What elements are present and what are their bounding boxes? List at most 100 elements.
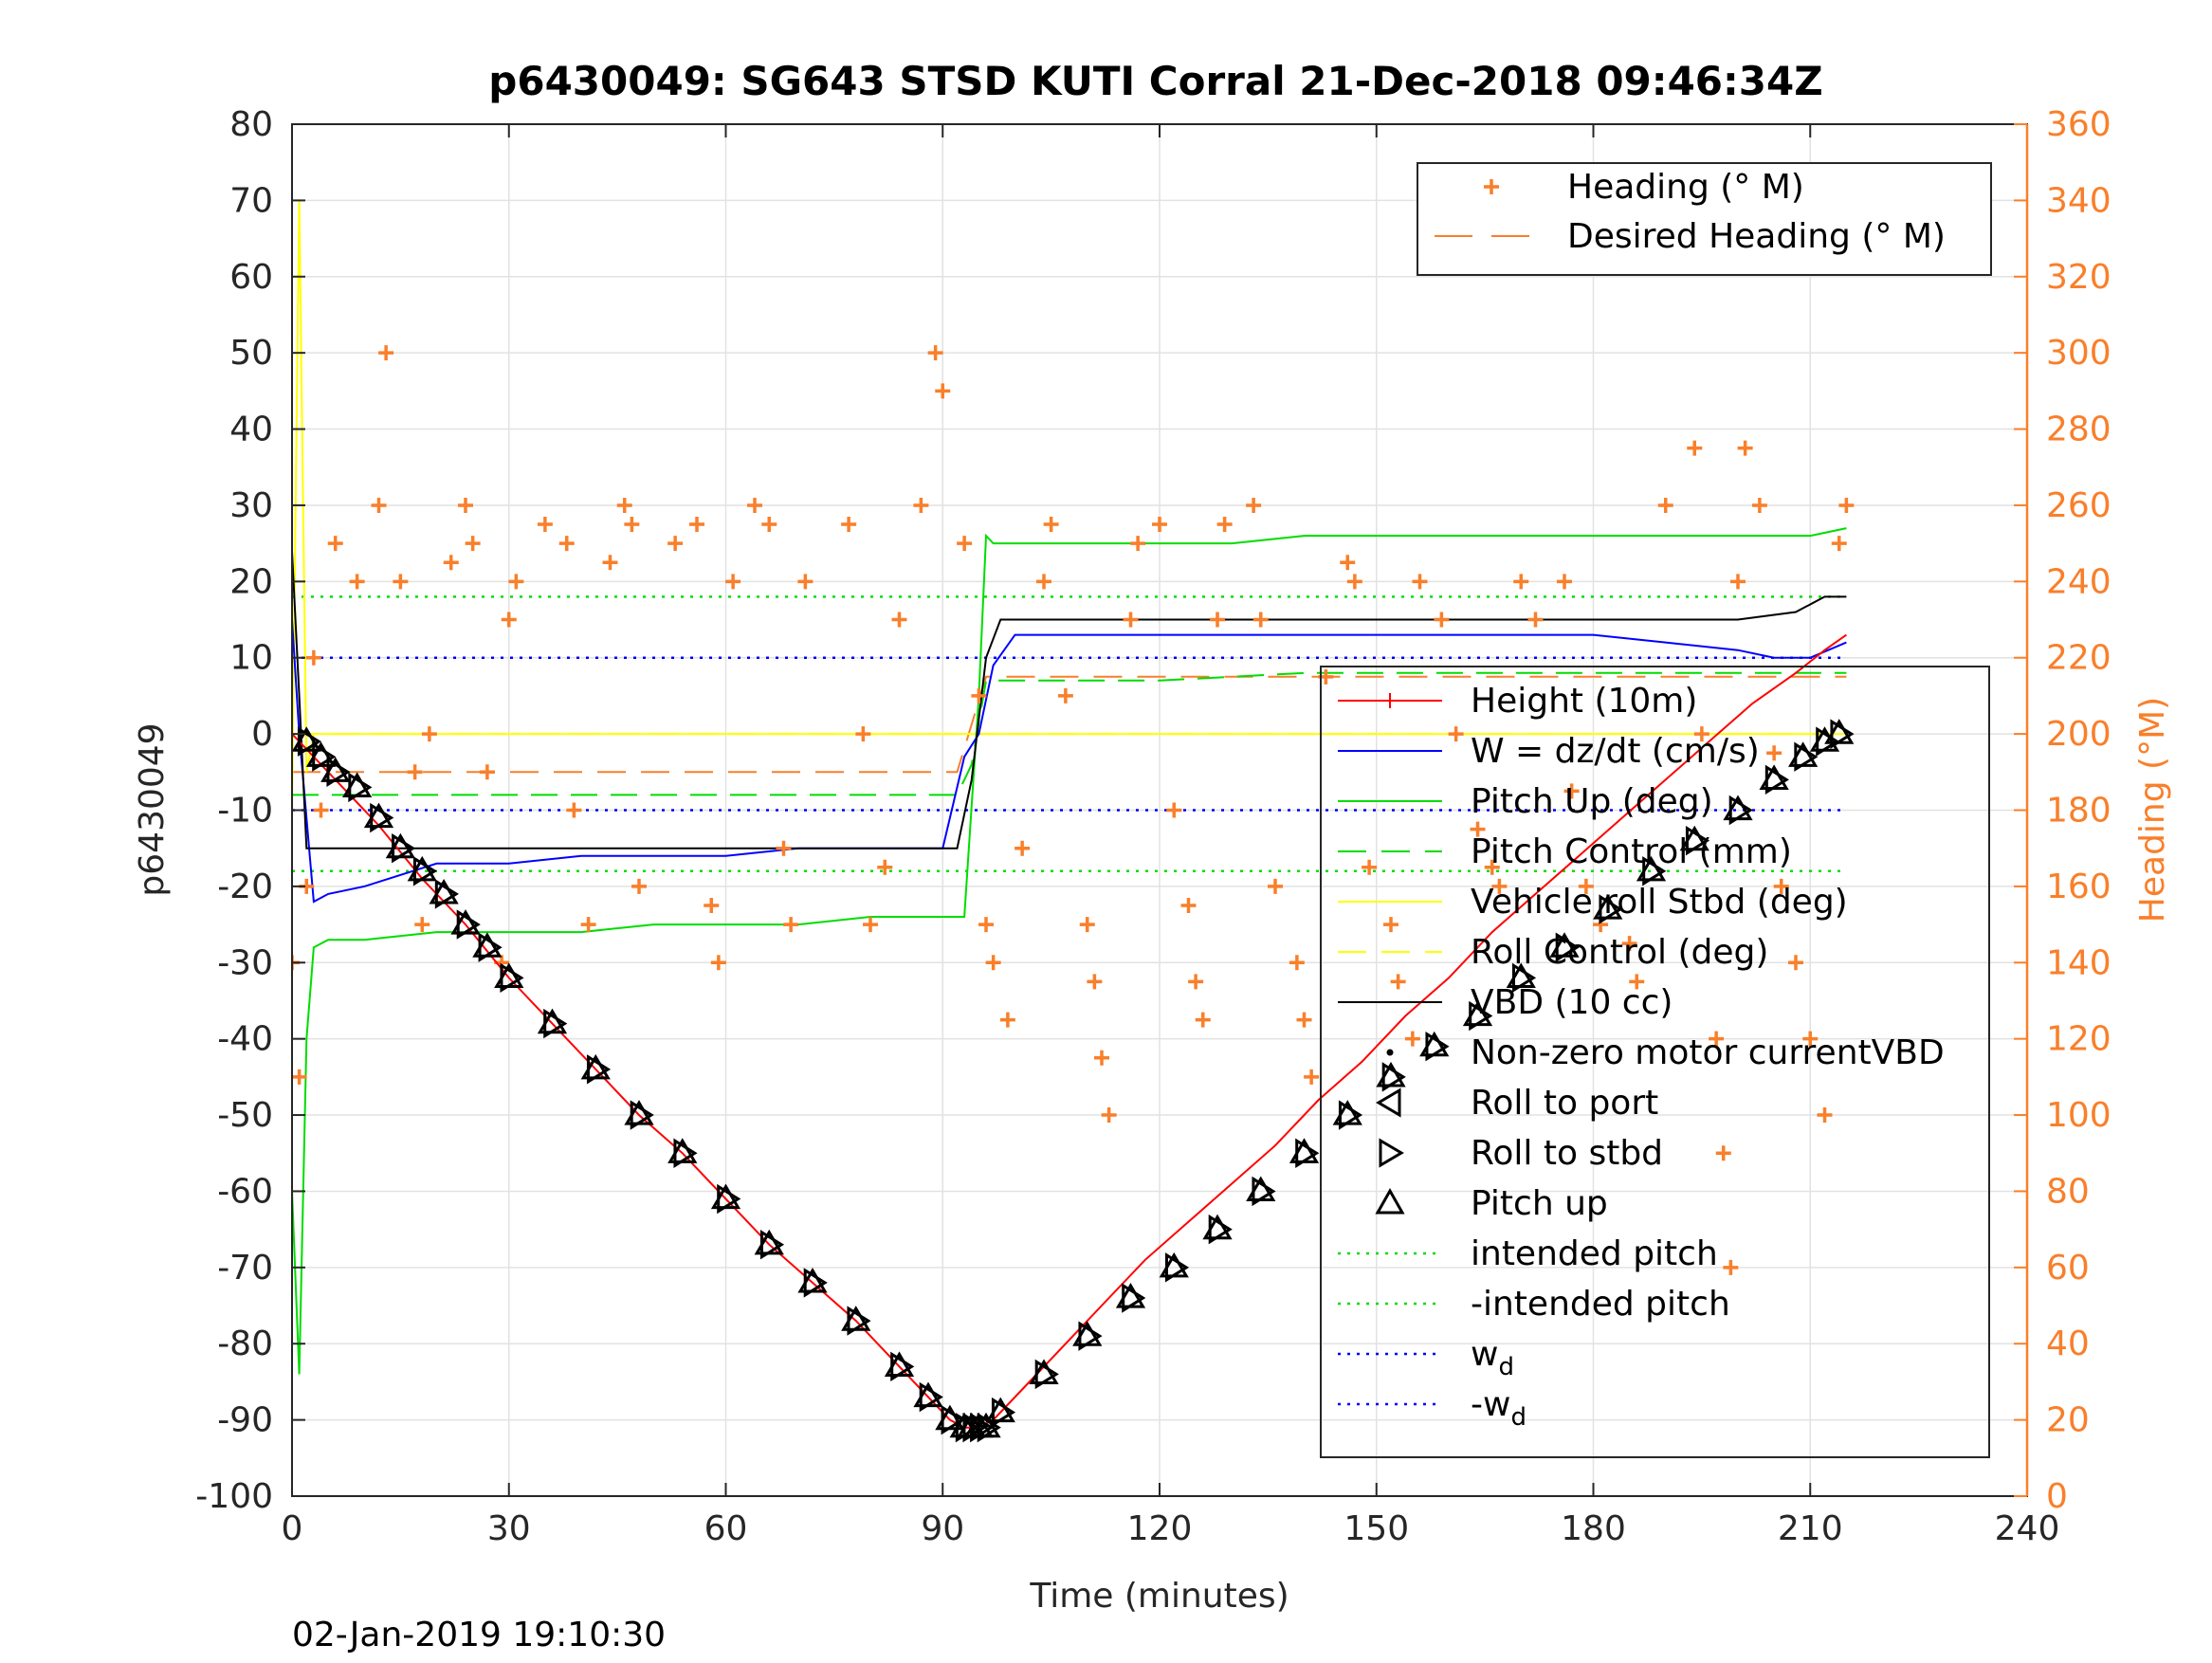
y-tick-label-left: 80 [229, 105, 273, 144]
heading-point [558, 536, 575, 552]
heading-point [1346, 574, 1362, 590]
legend-main-entry: Height (10m) [1471, 682, 1697, 721]
attitude-markers [292, 719, 1855, 1443]
y-tick-label-left: -80 [217, 1325, 273, 1363]
x-tick-label: 30 [487, 1509, 531, 1548]
pitch-up-marker [580, 1053, 611, 1080]
pitch-up-marker [1376, 1061, 1406, 1087]
heading-point [1693, 726, 1709, 742]
pitch-up-marker [710, 1183, 741, 1210]
pitch-up-marker [913, 1381, 943, 1408]
y-tick-label-left: -50 [217, 1096, 273, 1135]
y-tick-label-left: -100 [195, 1477, 273, 1516]
pitch-up-marker [1506, 962, 1536, 988]
heading-point [1362, 859, 1378, 875]
heading-point [1101, 1107, 1117, 1124]
heading-point [1216, 517, 1233, 533]
pitch-up-marker [385, 832, 415, 859]
heading-point [479, 764, 495, 780]
x-axis-label: Time (minutes) [1029, 1577, 1289, 1616]
pitch-up-marker [1636, 855, 1667, 882]
heading-point [689, 517, 704, 533]
pitch-up-marker [537, 1008, 568, 1034]
heading-point [1629, 974, 1645, 990]
heading-point [704, 897, 720, 913]
pitch-up-marker [1332, 1100, 1362, 1125]
heading-point [935, 383, 951, 399]
y-tick-label-left: -70 [217, 1249, 273, 1288]
heading-point [371, 497, 387, 513]
y-tick-label-right: 120 [2046, 1020, 2111, 1059]
heading-point [1687, 440, 1703, 456]
heading-point [1043, 517, 1059, 533]
heading-point [327, 536, 343, 552]
heading-point [602, 555, 618, 571]
heading-point [725, 574, 741, 590]
heading-point [1304, 1069, 1320, 1085]
heading-point [414, 917, 430, 933]
y-tick-label-right: 20 [2046, 1401, 2090, 1440]
heading-point [1340, 555, 1356, 571]
pitch-up-marker [1723, 795, 1753, 821]
x-tick-label: 150 [1344, 1509, 1409, 1548]
heading-point [1817, 1107, 1833, 1124]
heading-point [957, 536, 973, 552]
heading-point [1180, 897, 1197, 913]
heading-point [891, 612, 907, 628]
pitch-up-marker [884, 1351, 915, 1377]
pitch-up-marker [1246, 1176, 1276, 1202]
heading-point [999, 1012, 1015, 1028]
y-tick-label-left: 40 [229, 411, 273, 449]
pitch-up-marker [1072, 1321, 1103, 1346]
pitch-up-marker [450, 909, 481, 935]
y-tick-label-right: 300 [2046, 334, 2111, 373]
heading-point [1484, 859, 1500, 875]
heading-point [1448, 726, 1464, 742]
y-axis-label-right: Heading (°M) [2133, 697, 2172, 923]
pitch-up-marker [624, 1100, 654, 1125]
heading-point [1094, 1050, 1109, 1066]
y-tick-label-right: 80 [2046, 1172, 2090, 1211]
y-tick-label-right: 40 [2046, 1325, 2090, 1363]
heading-point [1152, 517, 1167, 533]
heading-point [1527, 612, 1544, 628]
pitch-up-marker [1202, 1214, 1233, 1240]
heading-point [1195, 1012, 1211, 1028]
series-layer [292, 200, 1855, 1443]
heading-point [421, 726, 437, 742]
heading-point [1621, 936, 1637, 952]
pitch-up-marker [1824, 719, 1855, 744]
heading-point [1087, 974, 1103, 990]
y-tick-label-left: 20 [229, 562, 273, 601]
heading-point [1657, 497, 1673, 513]
y-tick-label-right: 200 [2046, 715, 2111, 754]
heading-point [458, 497, 473, 513]
heading-point [1383, 917, 1398, 933]
heading-point [1578, 878, 1594, 894]
legend-main-entry: Roll to port [1471, 1084, 1658, 1123]
heading-point [1802, 1031, 1819, 1047]
y-tick-label-right: 60 [2046, 1249, 2090, 1288]
y-tick-label-left: 0 [251, 715, 273, 754]
heading-point [407, 764, 423, 780]
x-tick-label: 60 [704, 1509, 748, 1548]
heading-point [313, 802, 329, 818]
legend-main-entry: VBD (10 cc) [1471, 983, 1673, 1022]
heading-point [393, 574, 409, 590]
heading-point [1166, 802, 1182, 818]
pitch-up-marker [472, 932, 503, 958]
pitch-up-marker [1462, 1000, 1493, 1027]
heading-point [1404, 1031, 1420, 1047]
heading-point [1751, 497, 1767, 513]
heading-point [710, 955, 726, 971]
heading-point [1296, 1012, 1312, 1028]
heading-point [927, 345, 943, 361]
pitch-up-marker [667, 1138, 698, 1163]
heading-point [1838, 497, 1855, 513]
pitch-up-marker [407, 855, 437, 882]
heading-point [863, 917, 878, 933]
heading-point [1079, 917, 1095, 933]
legend-triangle-right-icon [1379, 1138, 1404, 1168]
heading-point [1723, 1259, 1739, 1275]
